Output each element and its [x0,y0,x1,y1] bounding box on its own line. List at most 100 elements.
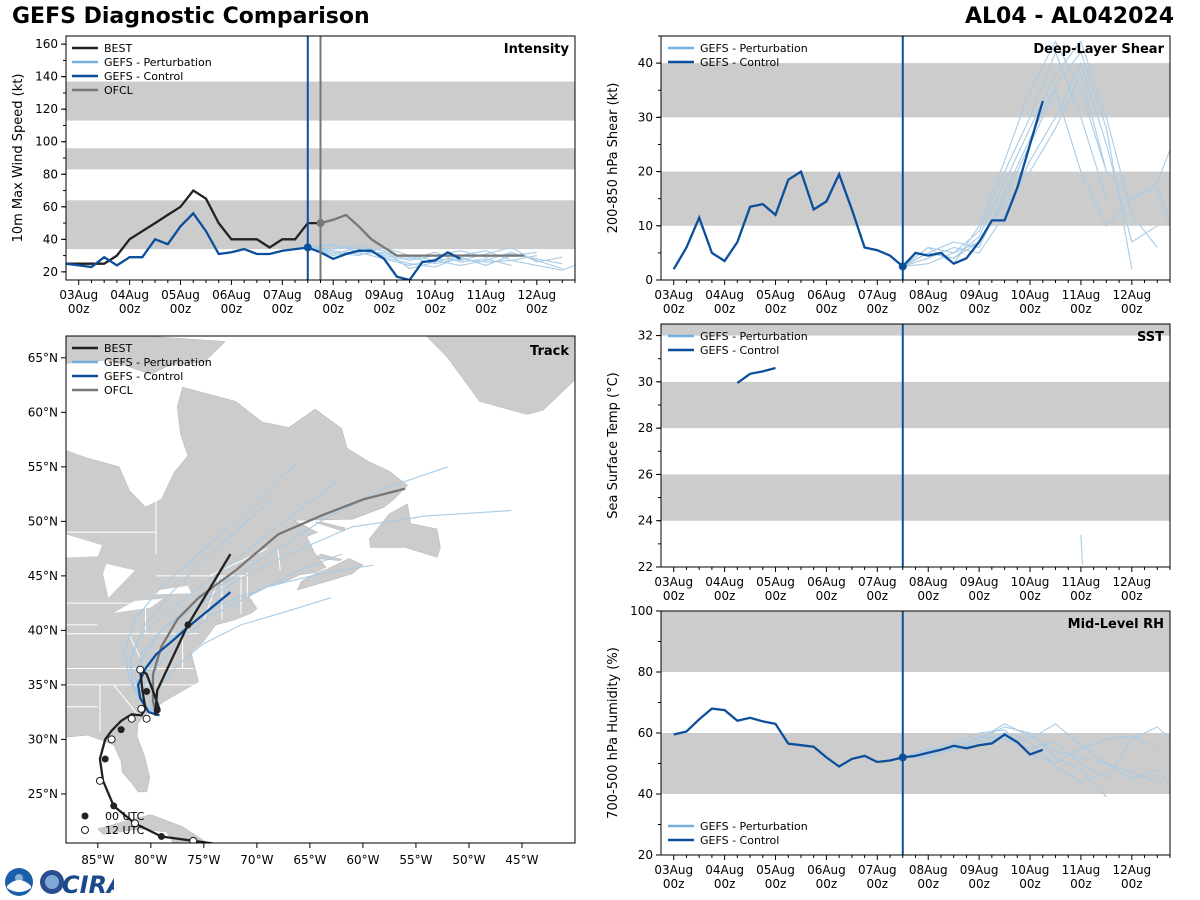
track-ytick-label: 35°N [28,678,58,692]
sst-xtick-label: 05Aug [756,575,795,589]
track-great-lake [153,585,192,595]
track-great-lake [113,598,163,613]
intensity-xtick-label: 00z [526,302,548,316]
shear-legend-label: GEFS - Perturbation [700,42,808,55]
intensity-ytick-label: 120 [35,102,58,116]
shear-xtick-label: 07Aug [858,288,897,302]
shear-ytick-label: 40 [638,56,653,70]
sst-xtick-label: 10Aug [1011,575,1050,589]
panel-intensity: 2040608010012014016003Aug00z04Aug00z05Au… [11,35,576,316]
shear-legend-label: GEFS - Control [700,56,779,69]
intensity-perturbation-line [307,246,512,266]
intensity-ytick-label: 140 [35,70,58,84]
shear-xtick-label: 05Aug [756,288,795,302]
sst-xtick-label: 12Aug [1112,575,1151,589]
track-legend-00utc-label: 00 UTC [105,810,145,823]
intensity-xtick-label: 00z [373,302,395,316]
sst-xtick-label: 00z [663,589,685,603]
shear-xtick-label: 06Aug [807,288,846,302]
track-land-mainland [66,386,408,793]
track-best-00utc-point [157,832,165,840]
intensity-xtick-label: 08Aug [314,288,353,302]
shear-ylabel: 200-850 hPa Shear (kt) [606,83,621,234]
sst-legend-label: GEFS - Control [700,344,779,357]
shear-gefs-control-line [672,100,1044,270]
intensity-xtick-label: 00z [475,302,497,316]
track-best-12utc-point [95,776,104,785]
shear-plot-area [661,40,1170,270]
intensity-xtick-label: 00z [424,302,446,316]
track-xtick-label: 60°W [346,853,379,867]
intensity-legend-label: OFCL [104,84,134,97]
shear-ytick-label: 10 [638,219,653,233]
track-ytick-label: 30°N [28,732,58,746]
rh-legend-label: GEFS - Control [700,834,779,847]
track-legend-00utc-marker [81,812,89,820]
intensity-xtick-label: 09Aug [365,288,404,302]
shear-xtick-label: 12Aug [1112,288,1151,302]
sst-xtick-label: 00z [968,589,990,603]
track-best-12utc-point [136,665,145,674]
shear-perturbation-line [902,51,1133,270]
intensity-legend-label: GEFS - Perturbation [104,56,212,69]
rh-init-point [898,753,907,762]
track-xtick-label: 75°W [187,853,220,867]
sst-xtick-label: 08Aug [909,575,948,589]
intensity-xtick-label: 00z [322,302,344,316]
noaa-logo-icon [5,868,33,896]
figure-title: GEFS Diagnostic Comparison [12,4,370,29]
rh-xtick-label: 03Aug [654,863,693,877]
rh-xtick-label: 08Aug [909,863,948,877]
rh-xtick-label: 00z [968,877,990,891]
track-legend-label: GEFS - Control [104,370,183,383]
intensity-xtick-label: 06Aug [212,288,251,302]
intensity-perturbation-line [307,243,563,266]
shear-xtick-label: 00z [816,302,838,316]
rh-gefs-control-line [673,707,1044,768]
sst-xtick-label: 00z [816,589,838,603]
sst-ytick-label: 26 [638,467,653,481]
track-perturbation-line [148,553,342,716]
sst-xtick-label: 07Aug [858,575,897,589]
track-great-lake [66,534,103,558]
track-best-00utc-point [117,726,125,734]
shear-init-point [898,262,907,271]
track-perturbation-line [123,460,300,716]
rh-ytick-label: 100 [630,604,653,618]
intensity-ytick-label: 20 [43,265,58,279]
rh-threshold-band [661,733,1170,794]
rh-xtick-label: 09Aug [960,863,999,877]
track-xtick-label: 65°W [293,853,326,867]
sst-threshold-band [661,474,1170,521]
rh-xtick-label: 04Aug [705,863,744,877]
shear-ytick-label: 20 [638,165,653,179]
intensity-xtick-label: 07Aug [263,288,302,302]
track-best-00utc-point [153,706,161,714]
rh-ytick-label: 80 [638,665,653,679]
shear-xtick-label: 00z [663,302,685,316]
track-best-00utc-point [110,802,118,810]
rh-plot-area [661,611,1170,798]
sst-xtick-label: 00z [1121,589,1143,603]
sst-xtick-label: 00z [1070,589,1092,603]
track-land-newfoundland [368,503,441,558]
track-xtick-label: 55°W [399,853,432,867]
track-best-12utc-point [189,836,198,843]
track-land-nova-scotia [296,558,364,591]
track-best-00utc-point [143,687,151,695]
track-great-lake [103,563,135,598]
track-xtick-label: 80°W [134,853,167,867]
track-xtick-label: 45°W [505,853,538,867]
intensity-ytick-label: 160 [35,37,58,51]
intensity-perturbation-line [307,246,575,271]
intensity-legend-label: BEST [104,42,132,55]
track-panel-title: Track [530,344,569,359]
track-xtick-label: 85°W [81,853,114,867]
shear-xtick-label: 00z [1019,302,1041,316]
panel-shear: 01020304003Aug00z04Aug00z05Aug00z06Aug00… [606,35,1171,316]
sst-ytick-label: 32 [638,329,653,343]
shear-xtick-label: 00z [1070,302,1092,316]
rh-ylabel: 700-500 hPa Humidity (%) [606,647,621,819]
track-best-12utc-point [142,714,151,723]
intensity-ofcl-start-point [316,219,325,228]
